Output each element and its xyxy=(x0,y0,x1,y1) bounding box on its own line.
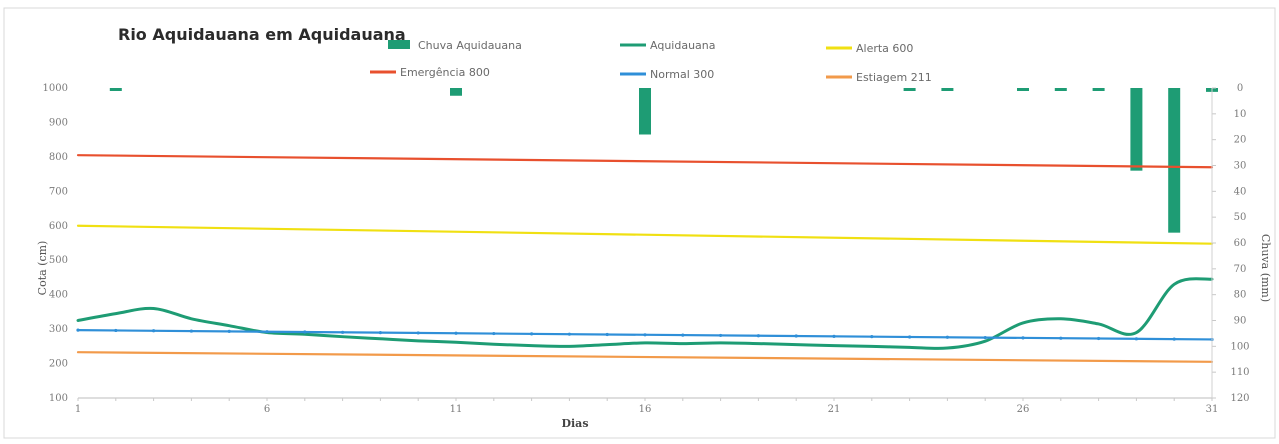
normal-marker xyxy=(1059,336,1063,340)
normal-marker xyxy=(492,331,496,336)
normal-marker xyxy=(1021,336,1025,340)
axes: 1 6 11 16 21 26 311002003004005006007008009001… xyxy=(43,83,1250,415)
x-tick-label: 6 xyxy=(264,404,270,415)
y2-tick-label: 100 xyxy=(1230,341,1249,352)
normal-marker xyxy=(152,329,156,333)
normal-marker xyxy=(378,331,382,335)
y2-axis-label: Chuva (mm) xyxy=(1259,234,1272,302)
normal-marker xyxy=(870,335,874,339)
legend: Chuva Aquidauana Aquidauana Alerta 600 Emer… xyxy=(370,39,932,84)
normal-marker xyxy=(794,334,798,338)
normal-marker xyxy=(567,332,572,336)
legend-label: Emergência 800 xyxy=(400,66,490,79)
normal-marker xyxy=(832,334,836,338)
legend-label: Alerta 600 xyxy=(856,42,913,55)
series-line-2 xyxy=(76,224,1214,245)
normal-marker xyxy=(983,335,987,340)
y-tick-label: 800 xyxy=(49,152,68,163)
normal-marker xyxy=(265,330,269,334)
x-tick-label: 11 xyxy=(450,404,463,415)
normal-marker xyxy=(1097,336,1101,341)
normal-marker xyxy=(643,333,647,337)
y2-tick-label: 60 xyxy=(1234,238,1247,249)
y2-tick-label: 10 xyxy=(1234,109,1247,120)
normal-marker xyxy=(189,329,193,333)
rain-bars xyxy=(109,88,1218,233)
rain-bar xyxy=(1017,88,1029,91)
y-axis-label: Cota (cm) xyxy=(36,241,49,296)
series-lines xyxy=(76,154,1214,363)
y2-tick-label: 80 xyxy=(1234,290,1247,301)
y2-tick-label: 120 xyxy=(1230,393,1249,404)
y-tick-label: 500 xyxy=(49,255,68,266)
y-tick-label: 300 xyxy=(49,324,68,335)
rain-bar xyxy=(1054,88,1067,91)
legend-label: Aquidauana xyxy=(650,39,716,52)
x-tick-label: 26 xyxy=(1017,404,1030,415)
y-tick-label: 700 xyxy=(49,186,68,197)
rain-bar xyxy=(1168,88,1181,233)
legend-swatch xyxy=(388,40,410,49)
x-tick-label: 1 xyxy=(75,404,81,415)
normal-marker xyxy=(227,329,231,333)
rain-bar xyxy=(903,88,916,91)
normal-marker xyxy=(1134,337,1138,341)
y2-tick-label: 70 xyxy=(1234,264,1247,275)
chart-frame xyxy=(3,7,1276,439)
normal-marker xyxy=(945,335,950,339)
y-tick-label: 900 xyxy=(49,117,68,128)
y2-tick-label: 50 xyxy=(1234,212,1247,223)
normal-marker xyxy=(756,334,761,338)
chart-title: Rio Aquidauana em Aquidauana xyxy=(118,25,406,44)
y-tick-label: 200 xyxy=(49,359,68,370)
normal-marker xyxy=(908,335,912,339)
y2-tick-label: 20 xyxy=(1234,135,1247,146)
series-line-3 xyxy=(76,154,1214,169)
x-axis-label: Dias xyxy=(561,417,588,430)
normal-marker xyxy=(114,328,118,333)
rain-bar xyxy=(109,88,122,91)
x-tick-label: 31 xyxy=(1206,404,1219,415)
normal-marker xyxy=(416,331,420,335)
normal-marker xyxy=(719,333,723,338)
normal-marker xyxy=(530,332,534,336)
legend-label: Normal 300 xyxy=(650,68,714,81)
y2-tick-label: 0 xyxy=(1237,83,1243,94)
normal-marker xyxy=(76,328,80,332)
rain-bar xyxy=(1092,88,1105,91)
legend-label: Estiagem 211 xyxy=(856,71,932,84)
normal-marker xyxy=(303,330,307,334)
y2-tick-label: 40 xyxy=(1234,186,1247,197)
y-tick-label: 400 xyxy=(49,290,68,301)
rain-bar xyxy=(450,88,462,96)
x-tick-label: 16 xyxy=(639,404,652,415)
y-tick-label: 600 xyxy=(49,221,68,232)
y2-tick-label: 30 xyxy=(1234,161,1247,172)
normal-marker xyxy=(1172,337,1176,341)
legend-label: Chuva Aquidauana xyxy=(418,39,522,52)
y-tick-label: 100 xyxy=(49,393,68,404)
normal-marker xyxy=(454,331,458,335)
normal-marker xyxy=(341,330,345,334)
normal-marker xyxy=(681,333,685,337)
series-line-5 xyxy=(76,351,1214,363)
rain-bar xyxy=(1130,88,1143,171)
rain-bar xyxy=(639,88,651,135)
y-tick-label: 1000 xyxy=(43,83,68,94)
y2-tick-label: 110 xyxy=(1230,367,1249,378)
rain-bar xyxy=(941,88,954,91)
y2-tick-label: 90 xyxy=(1234,316,1247,327)
normal-marker xyxy=(605,332,609,337)
x-tick-label: 21 xyxy=(828,404,841,415)
